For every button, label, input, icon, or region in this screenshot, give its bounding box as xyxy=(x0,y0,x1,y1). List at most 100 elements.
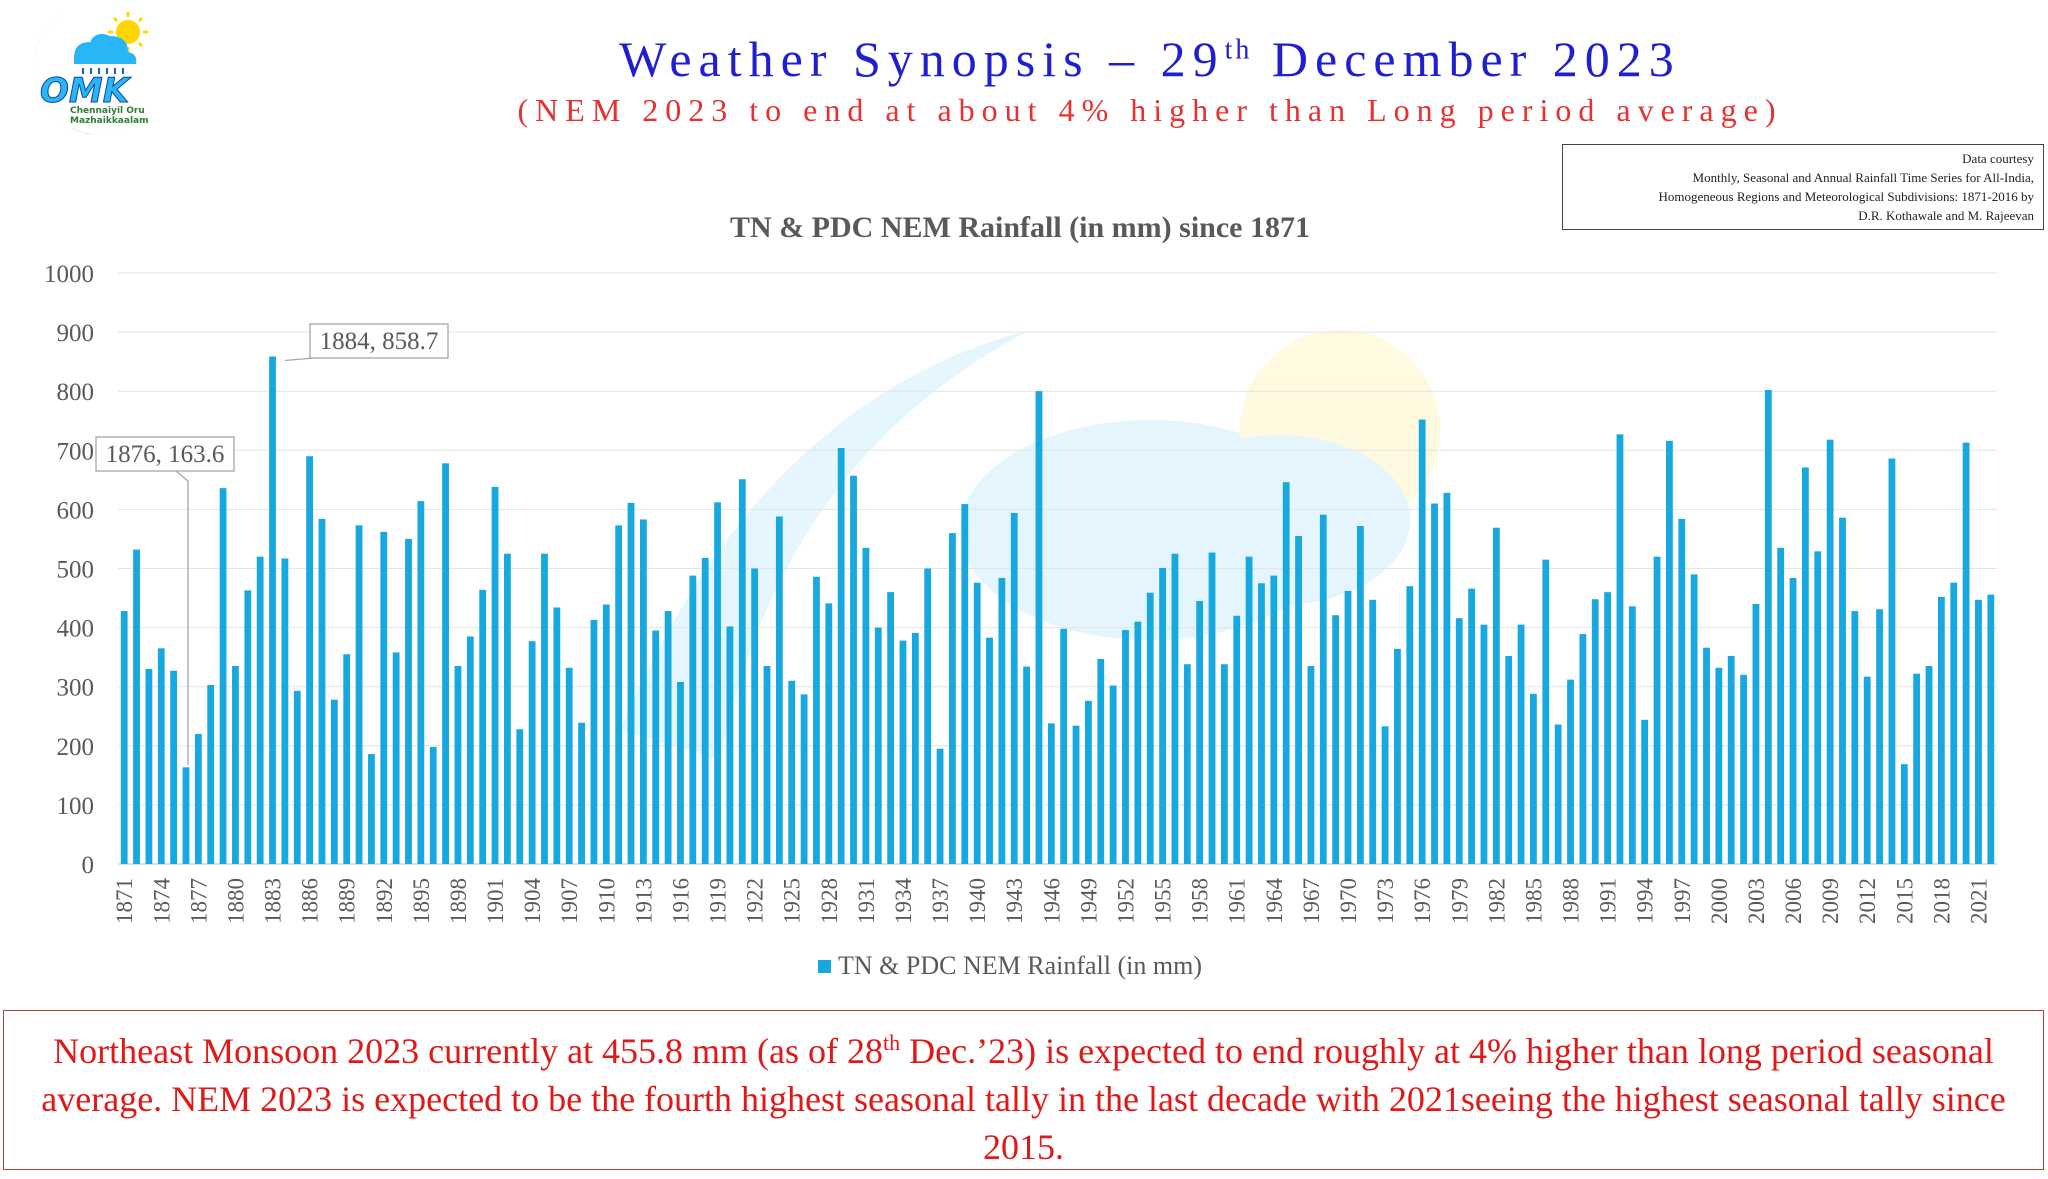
bar xyxy=(751,568,759,864)
x-tick-label: 2012 xyxy=(1855,878,1880,924)
bar xyxy=(479,589,487,864)
bar xyxy=(442,463,449,864)
x-tick-label: 1892 xyxy=(372,878,397,924)
bar xyxy=(1344,590,1352,864)
bar xyxy=(565,667,573,864)
x-tick-label: 2021 xyxy=(1966,878,1991,924)
y-tick-label: 100 xyxy=(57,793,95,820)
x-tick-label: 1910 xyxy=(594,878,619,924)
sun-icon xyxy=(108,12,148,52)
annotation-callout: 1876, 163.6 xyxy=(95,436,235,766)
bar xyxy=(590,619,598,864)
logo-caption-2: Mazhaikkaalam xyxy=(70,116,149,126)
bar xyxy=(1122,629,1129,864)
bar xyxy=(1937,596,1945,864)
courtesy-line-1: Data courtesy xyxy=(1962,151,2034,166)
bar xyxy=(1109,685,1117,864)
bar xyxy=(1900,764,1908,864)
bar xyxy=(862,547,870,864)
y-tick-label: 400 xyxy=(57,616,95,643)
bar xyxy=(1295,535,1302,864)
x-tick-label: 1928 xyxy=(817,878,842,924)
y-tick-label: 0 xyxy=(82,852,95,879)
bar xyxy=(1839,517,1846,864)
bar xyxy=(429,746,437,864)
bar xyxy=(1455,618,1463,864)
bar xyxy=(1381,726,1389,864)
bar xyxy=(949,533,956,864)
bar xyxy=(1085,700,1092,864)
bar xyxy=(1146,592,1154,864)
bar xyxy=(1319,514,1327,864)
bar xyxy=(1406,586,1414,864)
bar xyxy=(602,604,610,864)
bar xyxy=(813,576,820,864)
bar xyxy=(318,518,326,864)
bar xyxy=(1282,482,1290,864)
bar xyxy=(701,557,709,864)
legend-swatch xyxy=(818,960,831,973)
bar xyxy=(1653,556,1661,864)
bar xyxy=(1196,601,1204,864)
bar xyxy=(1690,574,1698,864)
x-tick-label: 2006 xyxy=(1781,878,1806,924)
bar xyxy=(652,630,660,864)
bar xyxy=(973,582,981,864)
bar xyxy=(1035,391,1043,864)
title-main: Weather Synopsis – 29 xyxy=(619,31,1225,87)
summary-part-1: Northeast Monsoon 2023 currently at 455.… xyxy=(53,1031,884,1071)
bar xyxy=(1047,723,1055,864)
bar xyxy=(306,456,314,864)
bar xyxy=(887,592,895,864)
x-tick-label: 1901 xyxy=(483,878,508,924)
bar xyxy=(1666,440,1673,864)
bar xyxy=(788,680,796,864)
bar xyxy=(763,666,771,864)
x-tick-label: 1874 xyxy=(149,878,174,925)
x-tick-label: 1922 xyxy=(743,878,768,924)
x-tick-label: 1886 xyxy=(298,878,323,924)
x-tick-label: 1877 xyxy=(186,878,211,924)
bar xyxy=(207,684,215,864)
x-tick-label: 2009 xyxy=(1818,878,1843,924)
bar-series xyxy=(120,356,1995,864)
courtesy-line-4: D.R. Kothawale and M. Rajeevan xyxy=(1858,208,2034,223)
bar xyxy=(355,525,363,864)
bar xyxy=(1134,621,1142,864)
bar xyxy=(615,525,623,864)
bar xyxy=(936,748,944,864)
bar xyxy=(714,502,721,864)
x-tick-label: 1889 xyxy=(335,878,360,924)
bar xyxy=(194,733,202,864)
y-tick-label: 700 xyxy=(57,438,95,465)
bar xyxy=(837,447,845,864)
bar xyxy=(1863,676,1871,864)
y-tick-label: 900 xyxy=(57,320,95,347)
x-tick-label: 1925 xyxy=(780,878,805,924)
omk-logo: OMK Chennaiyil Oru Mazhaikkaalam xyxy=(33,12,149,135)
y-tick-label: 1000 xyxy=(44,261,94,288)
annotation-label: 1884, 858.7 xyxy=(320,328,439,355)
bar xyxy=(1789,577,1797,864)
gridlines xyxy=(118,272,1997,865)
logo-text: OMK xyxy=(40,71,132,111)
bar xyxy=(825,603,833,864)
annotation-callout: 1884, 858.7 xyxy=(284,323,449,362)
annotations: 1884, 858.7 1876, 163.6 xyxy=(95,323,449,766)
y-tick-label: 800 xyxy=(57,379,95,406)
watermark xyxy=(620,330,1440,760)
x-tick-label: 2000 xyxy=(1707,878,1732,924)
bar xyxy=(1950,582,1958,864)
bar xyxy=(269,356,276,864)
title-month-year: December 2023 xyxy=(1252,31,1681,87)
bar xyxy=(1962,442,1970,864)
legend: TN & PDC NEM Rainfall (in mm) xyxy=(818,951,1202,980)
bar xyxy=(491,486,499,864)
bar xyxy=(1468,588,1476,864)
bar xyxy=(1097,658,1105,864)
bar xyxy=(689,575,697,864)
x-tick-label: 2003 xyxy=(1744,878,1769,924)
legend-label: TN & PDC NEM Rainfall (in mm) xyxy=(838,951,1202,980)
x-tick-label: 1955 xyxy=(1151,878,1176,924)
x-tick-label: 1937 xyxy=(928,878,953,924)
